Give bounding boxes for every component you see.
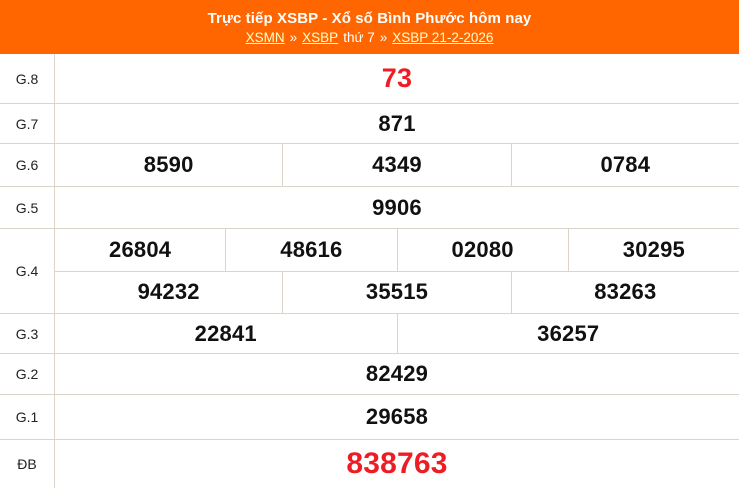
breadcrumb-weekday: thứ 7 [343,29,375,45]
prize-row-g7: G.7 871 [0,104,739,144]
prize-row-g6: G.6 8590 4349 0784 [0,144,739,187]
prize-value-g4-0-1: 48616 [225,229,396,271]
prize-row-values: 8590 4349 0784 [55,144,739,186]
prize-row-g1: G.1 29658 [0,395,739,440]
prize-row-values: 871 [55,104,739,143]
prize-value-g5-0-0: 9906 [372,194,422,220]
prize-row-values: 9906 [55,187,739,228]
prize-value-db-0-0: 838763 [346,447,448,480]
breadcrumb-separator-icon: » [379,29,388,45]
prize-label-g4: G.4 [0,229,55,313]
prize-group: 29658 [55,395,739,439]
breadcrumb: XSMN » XSBP thứ 7 » XSBP 21-2-2026 [246,30,494,45]
prize-value-g8-0-0: 73 [381,63,413,93]
prize-label-g6: G.6 [0,144,55,186]
prize-label-g3: G.3 [0,314,55,353]
prize-group: 9906 [55,187,739,228]
prize-group: 8590 4349 0784 [55,144,739,186]
page-title: Trực tiếp XSBP - Xổ số Bình Phước hôm na… [207,9,532,27]
prize-group: 838763 [55,440,739,488]
prize-row-g4: G.4 26804 48616 02080 30295 94232 35515 83263 [0,229,739,314]
prize-label-g7: G.7 [0,104,55,143]
prize-label-db: ĐB [0,440,55,488]
prize-value-g6-0-2: 0784 [510,144,739,186]
breadcrumb-link-xsmn[interactable]: XSMN [245,29,285,45]
prize-group: 94232 35515 83263 [55,270,739,313]
prize-row-values: 26804 48616 02080 30295 94232 35515 83263 [55,229,739,313]
prize-group: 82429 [55,354,739,394]
prize-label-g1: G.1 [0,395,55,439]
prize-value-g6-0-1: 4349 [282,144,510,186]
prize-value-g2-0-0: 82429 [365,361,429,386]
prize-value-g3-0-0: 22841 [194,320,257,346]
prize-group: 22841 36257 [55,314,739,353]
prize-value-g3-0-1: 36257 [396,314,739,353]
prize-value-g4-0-2: 02080 [396,229,568,271]
breadcrumb-separator-icon: » [289,29,298,45]
prize-row-g2: G.2 82429 [0,354,739,395]
prize-row-g3: G.3 22841 36257 [0,314,739,354]
prize-group: 26804 48616 02080 30295 [55,229,739,271]
prize-value-g7-0-0: 871 [378,110,416,136]
prize-value-g4-1-2: 83263 [510,271,739,313]
prize-label-g5: G.5 [0,187,55,228]
prize-value-g4-0-0: 26804 [109,236,172,262]
prize-row-values: 29658 [55,395,739,439]
prize-row-values: 73 [55,54,739,103]
prize-row-values: 22841 36257 [55,314,739,353]
prize-value-g6-0-0: 8590 [143,152,194,177]
prize-row-values: 82429 [55,354,739,394]
breadcrumb-link-date[interactable]: XSBP 21-2-2026 [392,29,494,45]
prize-group: 871 [55,104,739,143]
prize-row-g5: G.5 9906 [0,187,739,229]
prize-label-g2: G.2 [0,354,55,394]
prize-value-g4-1-1: 35515 [282,271,510,313]
prize-row-values: 838763 [55,440,739,488]
prize-label-g8: G.8 [0,54,55,103]
prize-row-g8: G.8 73 [0,54,739,104]
prize-group: 73 [55,54,739,103]
prize-value-g4-1-0: 94232 [137,279,200,305]
prize-value-g4-0-3: 30295 [567,229,739,271]
breadcrumb-link-xsbp[interactable]: XSBP [302,29,339,45]
results-header: Trực tiếp XSBP - Xổ số Bình Phước hôm na… [0,0,739,54]
results-table: G.8 73 G.7 871 G.6 8590 4349 0784 G.5 9906 G.4 2680… [0,54,739,488]
prize-value-g1-0-0: 29658 [365,404,429,429]
prize-row-db: ĐB 838763 [0,440,739,488]
